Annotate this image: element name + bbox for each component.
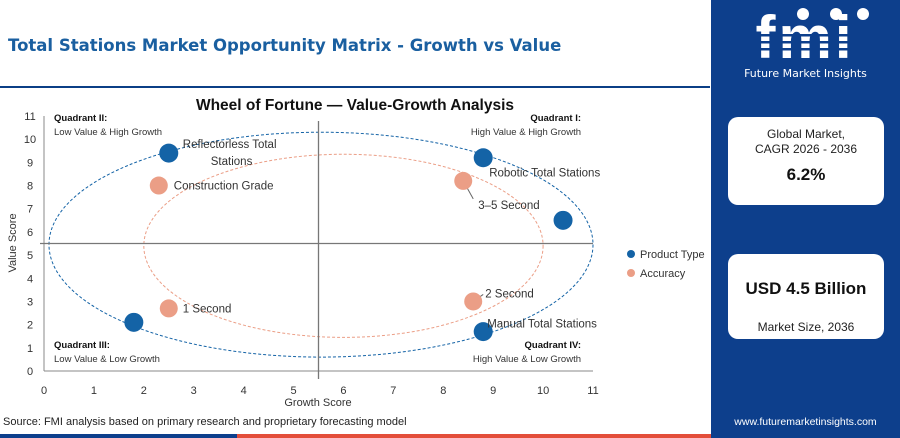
quadrant-desc: High Value & Low Growth [473, 354, 581, 365]
accuracy-point [159, 299, 178, 318]
quadrant-title: Quadrant IV: [525, 340, 581, 351]
cagr-label-line2: CAGR 2026 - 2036 [754, 142, 858, 156]
x-tick-label: 3 [191, 385, 197, 397]
x-tick-label: 9 [490, 385, 496, 397]
brand-panel [711, 0, 900, 438]
market-size-label: Market Size, 2036 [757, 320, 855, 334]
y-tick-label: 8 [27, 181, 33, 193]
x-tick-label: 8 [440, 385, 446, 397]
footer: Source: FMI analysis based on primary re… [0, 410, 711, 438]
ellipse-product-type [48, 131, 594, 358]
legend-label: Product Type [640, 249, 705, 261]
product-type-point [553, 210, 573, 230]
footer-strip-red [237, 434, 711, 438]
x-tick-label: 5 [290, 385, 296, 397]
product-type-point [124, 312, 144, 332]
y-axis-label: Value Score [7, 213, 19, 272]
legend: Product Type Accuracy [627, 249, 705, 280]
y-tick-label: 10 [24, 134, 36, 146]
chart-title: Wheel of Fortune — Value-Growth Analysis [196, 97, 514, 114]
quadrant-desc: Low Value & High Growth [54, 127, 162, 138]
point-label: 2 Second [485, 288, 534, 300]
cagr-value: 6.2% [786, 165, 826, 184]
accuracy-point [464, 292, 483, 311]
x-tick-label: 4 [241, 385, 247, 397]
y-tick-label: 0 [27, 366, 33, 378]
quadrant-desc: Low Value & Low Growth [54, 354, 160, 365]
y-tick-label: 4 [27, 273, 33, 285]
point-label: Robotic Total Stations [489, 168, 600, 180]
quadrant-title: Quadrant III: [54, 340, 110, 351]
x-tick-label: 11 [587, 385, 598, 397]
quadrant-labels: Quadrant II: Low Value & High Growth Quadr… [54, 113, 581, 365]
product-type-point [473, 322, 493, 342]
accuracy-point [149, 176, 168, 195]
header-divider [0, 86, 710, 88]
ellipses-layer [48, 131, 594, 358]
x-tick-label: 10 [537, 385, 549, 397]
quadrant-desc: High Value & High Growth [471, 127, 581, 138]
y-tick-label: 9 [27, 157, 33, 169]
y-tick-label: 1 [27, 343, 33, 355]
x-tick-label: 1 [91, 385, 97, 397]
x-tick-label: 2 [141, 385, 147, 397]
data-points: Reflectorless Total Stations Robotic Total… [124, 139, 600, 342]
source-note: Source: FMI analysis based on primary re… [3, 416, 407, 428]
quadrant-title: Quadrant I: [530, 113, 581, 124]
product-type-point [473, 148, 493, 168]
cagr-label-line1: Global Market, [766, 127, 846, 141]
x-axis-label: Growth Score [284, 397, 351, 409]
x-tick-label: 0 [41, 385, 47, 397]
point-label: 3–5 Second [478, 200, 539, 212]
brand-name: Future Market Insights [744, 67, 867, 80]
quadrant-title: Quadrant II: [54, 113, 107, 124]
brand-logo: fmi Future Market Insights [711, 0, 900, 88]
product-type-point [159, 143, 179, 163]
x-tick-label: 7 [390, 385, 396, 397]
ellipse-accuracy [143, 153, 544, 338]
point-label: 1 Second [183, 303, 232, 315]
point-label: Reflectorless Total [183, 139, 277, 151]
point-label: Stations [211, 156, 253, 168]
legend-marker [627, 269, 635, 277]
y-tick-label: 11 [24, 111, 35, 123]
accuracy-point [454, 171, 473, 190]
page-title: Total Stations Market Opportunity Matrix… [8, 36, 562, 55]
quadrant-dividers [40, 121, 593, 379]
axis-ticks: 0 1 2 3 4 5 6 7 8 9 10 11 0 1 2 3 4 5 6 7 8 9 10 11 [24, 111, 599, 397]
legend-label: Accuracy [640, 268, 686, 280]
website-link[interactable]: www.futuremarketinsights.com [734, 416, 877, 428]
chart-area: Wheel of Fortune — Value-Growth Analysis… [0, 88, 711, 410]
market-size-value: USD 4.5 Billion [745, 279, 867, 298]
legend-marker [627, 250, 635, 258]
y-tick-label: 6 [27, 227, 33, 239]
x-tick-label: 6 [340, 385, 346, 397]
fmi-logo-icon: fmi [741, 4, 871, 71]
y-tick-label: 2 [27, 320, 33, 332]
footer-strip-blue [0, 434, 237, 438]
point-label: Manual Total Stations [487, 319, 597, 331]
point-label: Construction Grade [174, 181, 274, 193]
header: Total Stations Market Opportunity Matrix… [0, 0, 710, 88]
y-tick-label: 5 [27, 250, 33, 262]
cagr-card: Global Market, CAGR 2026 - 2036 6.2% [728, 117, 884, 205]
y-tick-label: 7 [27, 204, 33, 216]
scatter-chart: Wheel of Fortune — Value-Growth Analysis… [7, 97, 705, 409]
y-tick-label: 3 [27, 296, 33, 308]
market-size-card: USD 4.5 Billion Market Size, 2036 [728, 254, 884, 339]
